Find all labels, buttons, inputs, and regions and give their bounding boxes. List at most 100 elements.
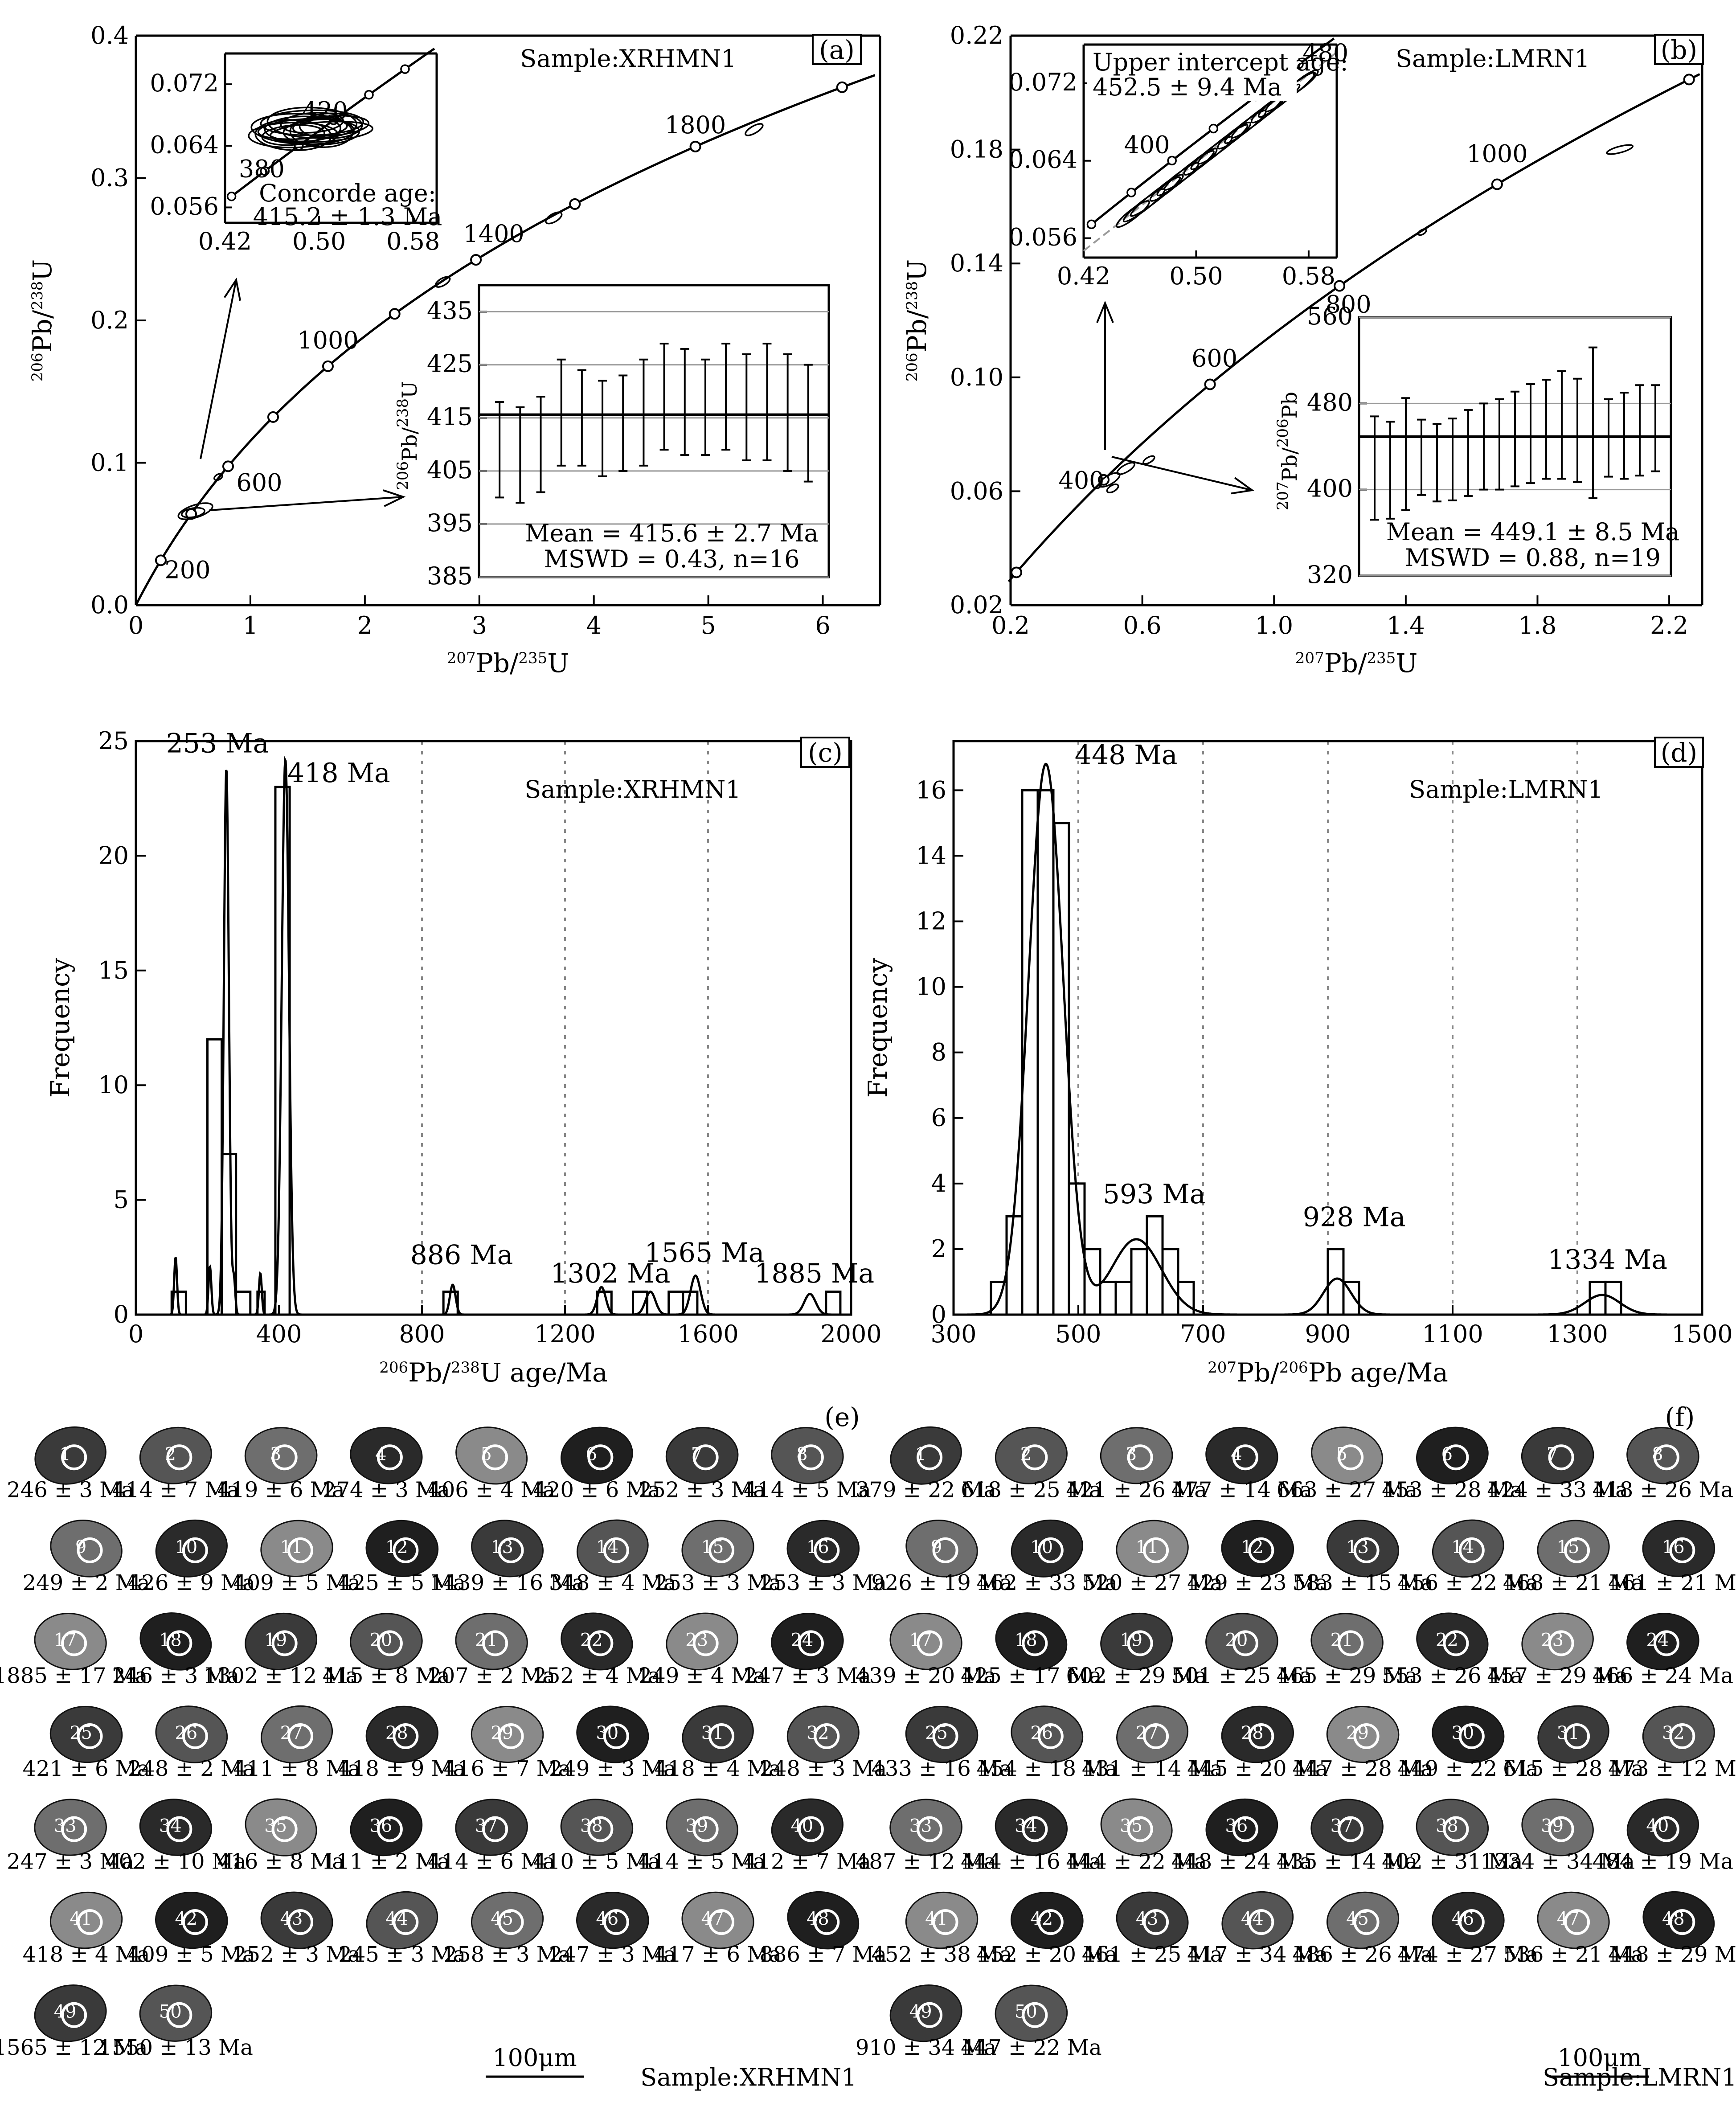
zircon-grain-body [350, 1426, 423, 1484]
zircon-grain-body [905, 1705, 979, 1763]
analysis-spot [692, 1444, 719, 1471]
analysis-spot [1248, 1909, 1274, 1935]
zircon-grain-body [1431, 1892, 1505, 1949]
zircon-grain: 14 348 ± 4 Ma [549, 1519, 676, 1595]
analysis-spot [61, 2002, 87, 2028]
analysis-spot [1143, 1909, 1169, 1935]
peak-annotation: 593 Ma [1103, 1179, 1206, 1210]
zircon-grain: 20 501 ± 25 Ma [1171, 1613, 1312, 1689]
grain-number: 38 [1436, 1816, 1458, 1836]
analysis-spot [1022, 1816, 1048, 1842]
grain-age: 402 ± 10 Ma [105, 1849, 246, 1874]
grain-age: 249 ± 4 Ma [639, 1664, 766, 1689]
inset-x-tick-label: 0.58 [386, 227, 440, 255]
zircon-grain: 3 421 ± 26 Ma [1066, 1427, 1207, 1502]
grain-number: 41 [70, 1909, 92, 1929]
grain-age: 447 ± 28 Ma [1292, 1756, 1433, 1781]
panel-label-box [1654, 34, 1704, 65]
grain-age: 409 ± 5 Ma [233, 1570, 360, 1595]
zircon-grain: 46 474 ± 27 Ma [1398, 1892, 1539, 1967]
analysis-spot [1669, 1909, 1695, 1935]
y-tick-label: 0.4 [90, 21, 129, 49]
y-tick-label: 20 [98, 841, 129, 869]
zircon-grain: 32 248 ± 3 Ma [759, 1705, 887, 1781]
analysis-spot [166, 1816, 192, 1842]
zircon-grain-body [681, 1520, 754, 1578]
data-ellipse [545, 211, 563, 225]
y-tick-label: 0.02 [950, 591, 1003, 619]
zircon-grain: 44 417 ± 34 Ma [1187, 1891, 1328, 1967]
analysis-spot [1669, 1537, 1695, 1563]
zircon-grain-body [1311, 1426, 1384, 1485]
inset-age-marker [1167, 156, 1177, 166]
analysis-spot [1564, 1723, 1590, 1749]
grain-age: 417 ± 6 Ma [654, 1942, 782, 1967]
zircon-grain-body [561, 1426, 633, 1484]
analysis-spot [587, 1816, 614, 1842]
zircon-grain: 23 249 ± 4 Ma [639, 1612, 766, 1689]
grain-age: 245 ± 3 Ma [338, 1942, 466, 1967]
zircon-grain: 9 249 ± 2 Ma [23, 1520, 150, 1595]
label-part: 207 [1295, 649, 1324, 667]
analysis-spot [1548, 1630, 1574, 1656]
grain-number: 12 [1241, 1537, 1264, 1557]
y-axis-title: 206Pb/238U [27, 259, 57, 381]
y-tick-label: 0.1 [90, 449, 129, 477]
analysis-spot [932, 1723, 958, 1749]
x-tick-label: 2 [357, 611, 373, 639]
zircon-grain: 45 258 ± 3 Ma [444, 1891, 571, 1967]
zircon-grain: 4 274 ± 3 Ma [323, 1426, 450, 1502]
inset-data-ellipse [283, 119, 360, 145]
grain-number: 24 [1646, 1630, 1669, 1650]
grain-number: 15 [701, 1537, 724, 1557]
analysis-spot [77, 1537, 103, 1563]
analysis-spot [708, 1909, 735, 1935]
inset-concordia-text: Concorde age: [259, 179, 436, 207]
label-part: U [27, 259, 57, 281]
kde-curve [136, 756, 851, 1316]
zircon-grain: 39 414 ± 5 Ma [639, 1798, 766, 1874]
grain-number: 19 [264, 1630, 287, 1650]
analysis-spot [1458, 1723, 1485, 1749]
inset-data-ellipse [1197, 124, 1249, 165]
grain-age: 501 ± 25 Ma [1171, 1664, 1312, 1689]
grain-age: 402 ± 31 Ma [1382, 1849, 1523, 1874]
age-marker [1683, 74, 1695, 86]
zircon-grain-body [455, 1426, 528, 1485]
zircon-grain-body [1205, 1613, 1278, 1670]
age-marker [1334, 280, 1346, 292]
grain-age: 252 ± 3 Ma [233, 1942, 360, 1967]
age-marker [267, 411, 279, 423]
peak-annotation: 448 Ma [1075, 739, 1178, 771]
x-tick-label: 400 [256, 1320, 302, 1348]
x-tick-label: 1300 [1547, 1320, 1608, 1348]
zircon-grain-body [1011, 1705, 1084, 1763]
zircon-grain-body [260, 1891, 333, 1949]
data-ellipse [1606, 144, 1634, 155]
zircon-grain: 29 416 ± 7 Ma [444, 1705, 571, 1781]
grain-number: 22 [1436, 1630, 1458, 1650]
analysis-spot [1037, 1909, 1064, 1935]
analysis-spot [692, 1630, 719, 1656]
grain-number: 16 [1662, 1537, 1685, 1557]
grain-age: 433 ± 16 Ma [871, 1756, 1012, 1781]
inset-concordia-age: 452.5 ± 9.4 Ma [1093, 73, 1282, 101]
zircon-grain: 13 583 ± 15 Ma [1292, 1520, 1433, 1595]
label-part: 207 [1208, 1359, 1236, 1377]
sample-title: Sample:LMRN1 [1396, 45, 1590, 73]
inset-data-ellipse [264, 115, 341, 143]
grain-age: 457 ± 29 Ma [1487, 1664, 1628, 1689]
grain-age: 468 ± 21 Ma [1503, 1570, 1644, 1595]
grain-number: 14 [596, 1537, 618, 1557]
zircon-grain: 5 406 ± 4 Ma [428, 1426, 555, 1502]
grain-number: 32 [1662, 1723, 1685, 1743]
grain-age: 553 ± 26 Ma [1382, 1664, 1523, 1689]
inset-age-marker [400, 64, 410, 74]
mean-inset-y-tick-label: 425 [427, 350, 473, 378]
label-part: Pb [397, 434, 422, 461]
x-tick-label: 0 [128, 611, 143, 639]
x-tick-label: 1.0 [1255, 611, 1293, 639]
inset-y-tick-label: 0.064 [1008, 146, 1077, 174]
grain-number: 31 [701, 1723, 724, 1743]
age-marker [222, 460, 234, 472]
